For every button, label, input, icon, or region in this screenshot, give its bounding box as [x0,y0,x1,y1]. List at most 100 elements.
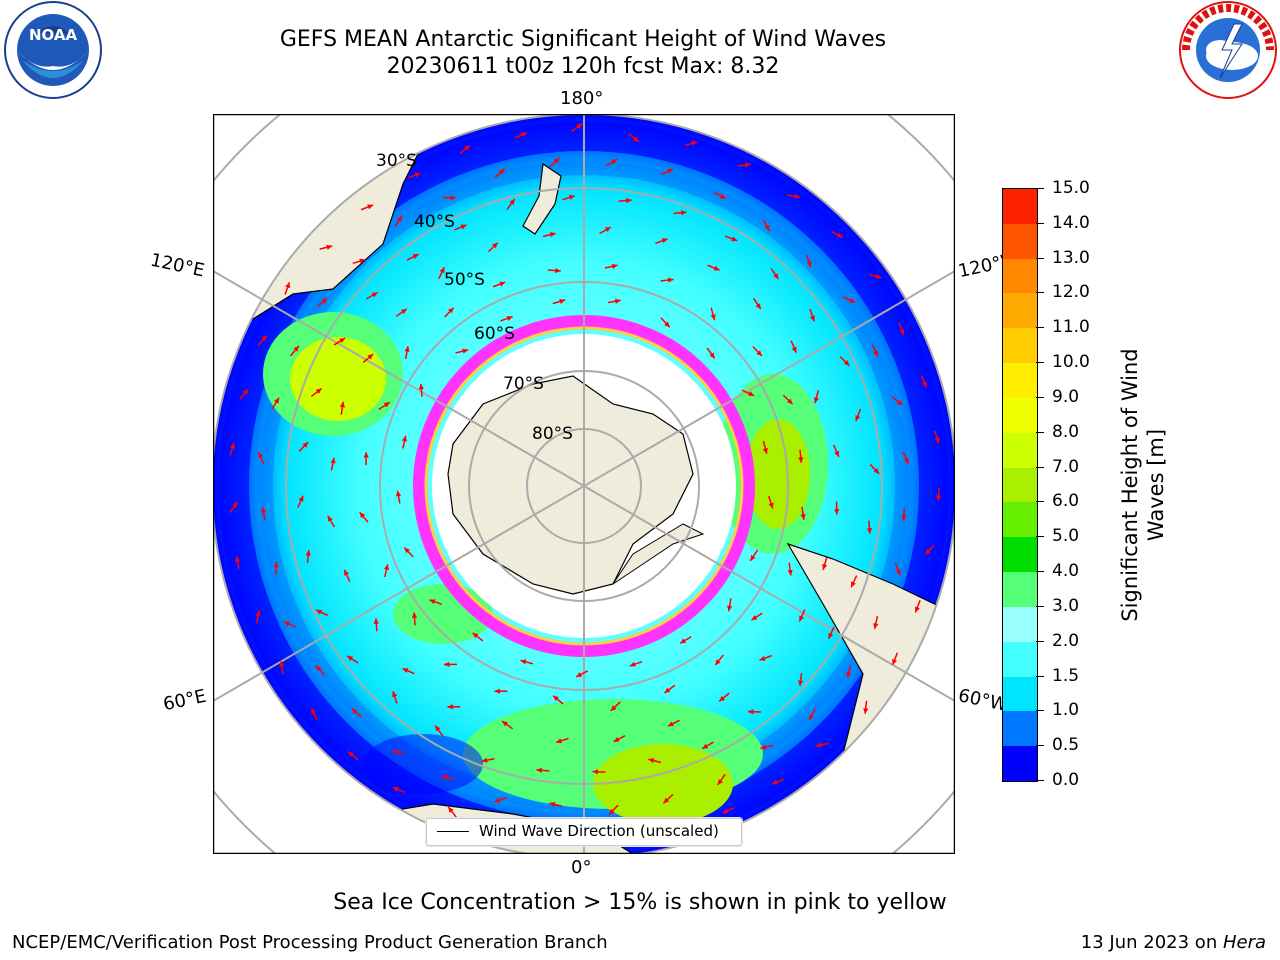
wave-arrow-head [664,321,670,328]
wave-arrow-head [787,569,793,576]
wave-arrow-head [610,705,617,711]
colorbar-tick-label: 1.0 [1052,700,1080,721]
wave-arrow-head [828,632,834,639]
wave-arrow-head [680,210,687,216]
noaa-logo: NOAA [2,0,104,100]
wave-arrow-head [846,671,852,678]
wave-arrow-head [274,397,280,404]
wave-arrow-head [768,502,774,509]
colorbar-tick-label: 0.5 [1052,735,1080,756]
wave-arrow-head [667,168,674,174]
wave-arrow-head [717,779,723,785]
wave-arrow-head [418,383,424,390]
wave-arrow-head [611,263,618,269]
wave-arrow-head [509,199,515,205]
nws-logo [1176,0,1280,100]
colorbar-tick-label: 14.0 [1052,212,1090,233]
wave-arrow-head [443,661,450,668]
wave-arrow-head [494,688,500,694]
colorbar-tick-label: 9.0 [1052,386,1080,407]
wave-arrow-head [863,708,869,714]
wave-arrow-head [895,569,901,576]
wave-arrow-head [392,787,399,792]
lat-label-80s: 80°S [532,424,573,444]
wave-arrow-head [429,599,436,605]
wave-arrow-head [229,442,235,449]
wave-arrow-head [873,623,879,629]
colorbar-tick [1036,710,1044,712]
wave-arrow-head [771,779,778,785]
colorbar-tick-label: 8.0 [1052,421,1080,442]
wave-arrow-head [367,204,374,210]
legend-line-swatch [437,831,469,832]
wave-arrow-head [520,132,527,138]
colorbar-tick-label: 11.0 [1052,317,1090,338]
wave-arrow-head [843,360,850,366]
colorbar-segment [1003,606,1037,642]
wave-arrow-head [506,315,513,321]
wave-arrow-head [492,242,498,249]
wave-arrow-head [498,168,505,175]
wave-arrow-head [604,227,611,233]
wave-arrow-head [745,162,751,168]
new-zealand-land [522,162,562,235]
wave-arrow-head [383,564,390,571]
wave-arrow-head [439,267,445,274]
colorbar-tick [1036,222,1044,224]
wave-arrow-head [935,495,942,501]
wave-arrow-head [520,659,527,665]
lat-label-60s: 60°S [474,324,515,344]
wave-arrow-head [402,668,409,674]
wave-arrow-head [460,224,467,230]
wave-arrow-head [450,195,456,201]
colorbar-tick-label: 12.0 [1052,282,1090,303]
wave-arrow-head [447,704,453,710]
wave-arrow-head [283,621,290,627]
wave-arrow-head [710,314,716,321]
wave-arrow-head [762,447,768,454]
wave-arrow-head [798,680,804,686]
colorbar-tick-label: 0.0 [1052,770,1080,790]
colorbar-tick [1036,327,1044,329]
wave-arrow-head [441,774,448,780]
colorbar-tick [1036,501,1044,503]
wave-arrow-head [667,721,674,727]
wave-arrow-head [592,769,599,775]
lat-label-30s: 30°S [376,151,417,171]
wave-arrow-head [330,457,336,464]
wave-arrow-head [715,659,721,666]
wave-arrow-head [371,292,378,298]
wave-arrow-head [383,402,390,408]
wave-arrow-head [448,806,454,813]
colorbar-segment [1003,467,1037,503]
colorbar-segment [1003,641,1037,677]
wave-arrow-head [232,501,238,508]
wave-arrow-head [344,569,349,576]
colorbar-tick [1036,188,1044,189]
wave-arrow-head [392,691,398,698]
colorbar-tick [1036,536,1044,538]
wave-arrow-head [359,512,366,519]
colorbar-segment [1003,189,1037,224]
wave-arrow-head [472,632,479,639]
wave-arrow-head [242,389,249,396]
wave-arrow-head [327,515,333,522]
colorbar-segment [1003,746,1037,781]
wave-arrow-head [633,136,640,142]
wave-arrow-head [502,721,508,727]
wave-arrow-head [462,348,469,354]
wave-arrow-head [549,232,556,238]
wave-arrow-head [359,258,366,264]
wave-arrow-head [555,267,561,274]
wave-arrow-head [648,758,655,764]
wave-arrow-head [873,350,879,357]
colorbar-tick [1036,745,1044,747]
wave-arrow-head [608,808,615,815]
wave-arrow-head [347,751,354,757]
colorbar-tick-label: 15.0 [1052,178,1090,198]
polar-map-svg [212,113,956,855]
wave-arrow-head [813,397,819,404]
wave-arrow-head [373,618,379,624]
colorbar-segment [1003,293,1037,329]
colorbar-tick [1036,466,1044,468]
